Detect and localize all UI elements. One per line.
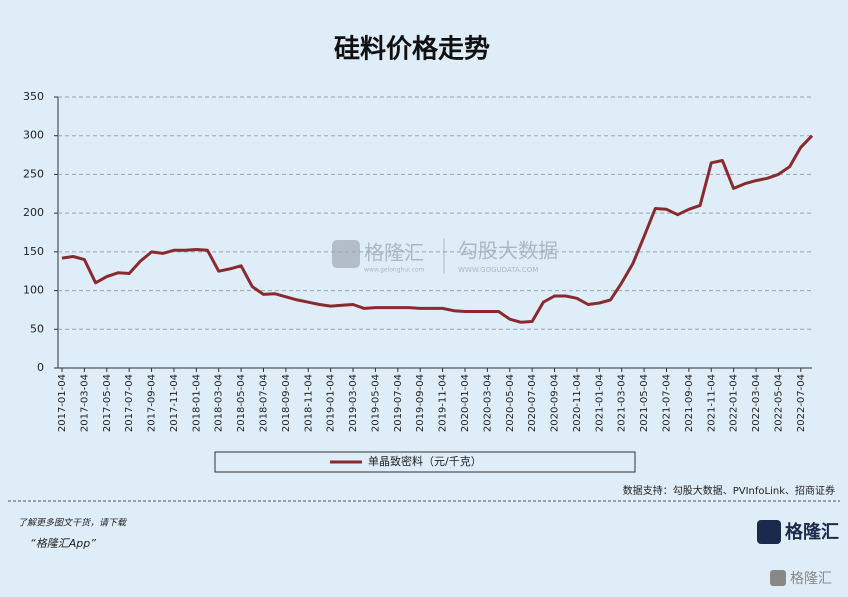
x-tick-label: 2021-09-04 [684, 374, 695, 432]
x-tick-label: 2018-11-04 [303, 374, 314, 432]
x-tick-label: 2020-11-04 [572, 374, 583, 432]
footer-text: 了解更多图文干货，请下载 [18, 518, 127, 529]
x-tick-label: 2020-05-04 [505, 374, 516, 432]
x-tick-label: 2022-03-04 [751, 374, 762, 432]
watermark: 格隆汇 www.gelonghui.com 勾股大数据 WWW.GOGUDATA… [332, 238, 558, 274]
x-tick-label: 2018-01-04 [191, 374, 202, 432]
x-tick-label: 2021-07-04 [661, 374, 672, 432]
logo-text: 格隆汇 [785, 521, 839, 543]
x-tick-label: 2017-07-04 [124, 374, 135, 432]
x-tick-label: 2019-11-04 [438, 374, 449, 432]
x-tick-label: 2022-05-04 [773, 374, 784, 432]
y-tick-label: 250 [23, 167, 44, 180]
x-tick-label: 2018-07-04 [258, 374, 269, 432]
x-tick-label: 2021-11-04 [706, 374, 717, 432]
watermark-text: 勾股大数据 [458, 239, 558, 263]
logo-icon [757, 520, 781, 544]
watermark-text: WWW.GOGUDATA.COM [458, 266, 538, 274]
x-tick-label: 2018-05-04 [236, 374, 247, 432]
x-tick-label: 2017-11-04 [169, 374, 180, 432]
x-tick-label: 2019-07-04 [393, 374, 404, 432]
x-tick-label: 2017-01-04 [57, 374, 68, 432]
x-tick-label: 2021-05-04 [639, 374, 650, 432]
x-tick-label: 2021-01-04 [594, 374, 605, 432]
y-tick-label: 350 [23, 90, 44, 103]
x-tick-label: 2017-05-04 [102, 374, 113, 432]
y-tick-label: 50 [30, 322, 44, 335]
x-tick-label: 2018-09-04 [281, 374, 292, 432]
legend-label: 单晶致密料（元/千克） [368, 454, 482, 468]
corner-logo-text: 格隆汇 [790, 571, 832, 587]
corner-logo-icon [770, 570, 786, 586]
footer-text: “格隆汇App” [30, 537, 96, 550]
x-tick-label: 2022-01-04 [729, 374, 740, 432]
x-tick-label: 2019-05-04 [370, 374, 381, 432]
x-tick-label: 2017-03-04 [79, 374, 90, 432]
y-tick-label: 0 [37, 361, 44, 374]
data-line [61, 134, 814, 324]
y-tick-label: 100 [23, 284, 44, 297]
chart-title: 硅料价格走势 [334, 34, 490, 65]
legend-box [214, 451, 636, 473]
watermark-text: www.gelonghui.com [364, 267, 425, 274]
x-tick-label: 2017-09-04 [147, 374, 158, 432]
x-tick-label: 2022-07-04 [796, 374, 807, 432]
y-tick-label: 200 [23, 206, 44, 219]
x-tick-label: 2020-01-04 [460, 374, 471, 432]
x-tick-label: 2019-03-04 [348, 374, 359, 432]
x-tick-label: 2019-01-04 [326, 374, 337, 432]
x-tick-label: 2018-03-04 [214, 374, 225, 432]
watermark-text: 格隆汇 [364, 241, 424, 265]
x-tick-label: 2020-03-04 [482, 374, 493, 432]
x-tick-label: 2020-07-04 [527, 374, 538, 432]
y-tick-label: 150 [23, 245, 44, 258]
y-tick-label: 300 [23, 129, 44, 142]
source: 数据支持：勾股大数据、PVInfoLink、招商证券 [623, 484, 835, 497]
x-tick-label: 2020-09-04 [550, 374, 561, 432]
x-tick-label: 2019-09-04 [415, 374, 426, 432]
x-tick-label: 2021-03-04 [617, 374, 628, 432]
watermark-icon [332, 240, 360, 268]
